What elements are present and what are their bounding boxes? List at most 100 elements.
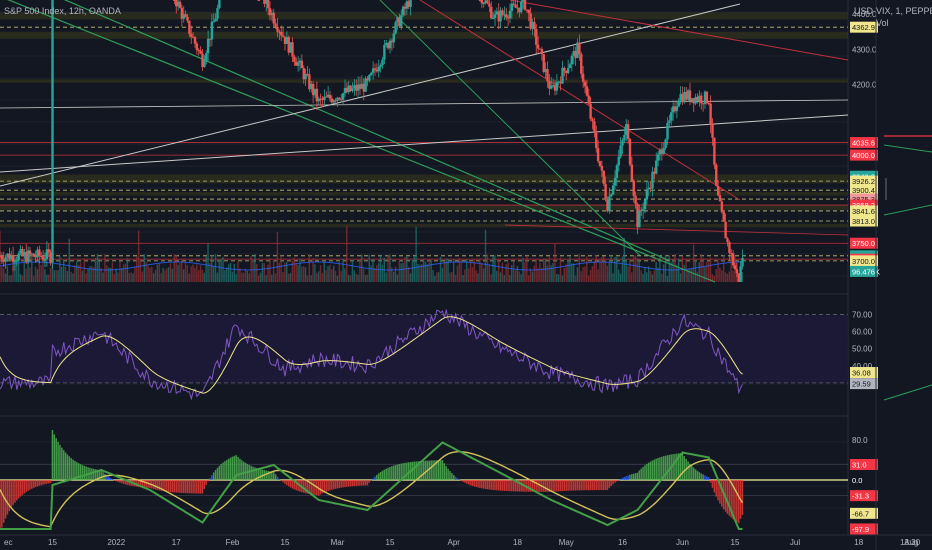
osc-histogram-bar (182, 480, 185, 494)
volume-bar (109, 268, 112, 282)
osc-histogram-bar (466, 480, 468, 484)
volume-bar (51, 264, 54, 282)
candle-body (730, 252, 733, 254)
osc-histogram-bar (593, 480, 596, 491)
volume-bar (505, 264, 507, 282)
volume-bar (424, 261, 427, 282)
volume-bar (10, 275, 12, 282)
osc-histogram-bar (634, 473, 637, 480)
candle-body (731, 253, 735, 266)
volume-bar (475, 270, 477, 282)
osc-histogram-bar (531, 480, 534, 492)
osc-histogram-bar (631, 474, 633, 480)
volume-bar (359, 258, 361, 282)
candle-body (403, 6, 407, 9)
volume-bar (527, 275, 530, 282)
osc-histogram-bar (325, 480, 327, 492)
osc-histogram-bar (136, 480, 138, 487)
volume-bar (529, 268, 532, 282)
candle-body (10, 255, 13, 260)
candle-body (371, 68, 375, 73)
osc-histogram-bar (49, 480, 52, 484)
price-tag-bg (850, 149, 878, 161)
volume-bar (531, 271, 534, 282)
symbol-title[interactable]: S&P 500 Index, 12h, OANDA (4, 6, 121, 16)
osc-histogram-bar (274, 474, 277, 480)
osc-tag: -31.3 (852, 492, 869, 501)
candle-body (315, 88, 319, 102)
candle-body (317, 98, 320, 102)
volume-bar (488, 265, 490, 282)
candle-body (696, 96, 699, 101)
volume-bar (203, 272, 205, 282)
vix-title[interactable]: VIX, 1, PEPPER (876, 6, 932, 16)
volume-bar (319, 265, 322, 282)
volume-bar (550, 265, 552, 282)
zone (0, 31, 848, 39)
volume-bar (257, 275, 260, 282)
candle-body (677, 100, 680, 107)
candle-body (480, 0, 484, 4)
price-tag-bg (850, 215, 878, 227)
volume-bar (659, 255, 661, 282)
osc-histogram-bar (70, 458, 72, 480)
volume-bar (370, 265, 372, 282)
volume-bar (336, 275, 339, 282)
candle-body (40, 255, 43, 257)
osc-histogram-bar (139, 480, 142, 488)
osc-histogram-bar (44, 480, 46, 485)
candle-body (514, 4, 517, 8)
volume-bar (595, 255, 597, 282)
osc-histogram-bar (109, 478, 112, 480)
candle-body (634, 195, 637, 204)
volume-bar (340, 270, 342, 282)
volume-bar (507, 262, 509, 282)
candle-body (533, 21, 536, 30)
osc-histogram-bar (477, 480, 479, 488)
volume-bar (254, 254, 256, 282)
osc-histogram-bar (331, 480, 333, 490)
candle-body (328, 94, 332, 99)
osc-histogram-bar (344, 480, 346, 488)
osc-histogram-bar (196, 480, 198, 494)
osc-histogram-bar (406, 462, 408, 480)
osc-histogram-bar (181, 480, 183, 493)
candle-body (563, 67, 566, 71)
osc-histogram-bar (366, 480, 369, 486)
time-axis[interactable]: ec 15 2022 17 Feb 15 Mar 15 Apr 18 May 16 Jun 15 Jul 18… (4, 538, 932, 547)
volume-bar (177, 264, 179, 282)
volume-bar (214, 254, 217, 282)
price-axis[interactable]: 4400.04300.04200.04362.94035.64000.03940… (850, 10, 880, 535)
candle-body (28, 250, 32, 255)
candle-body (651, 171, 654, 189)
osc-histogram-bar (437, 460, 440, 480)
osc-histogram-bar (539, 480, 541, 492)
trendline (504, 224, 849, 236)
osc-histogram-bar (719, 480, 721, 504)
candle-body (632, 180, 635, 196)
volume-bar (674, 254, 676, 282)
osc-histogram-bar (306, 480, 309, 494)
candle-body (673, 106, 677, 112)
volume-bar (6, 266, 9, 282)
osc-histogram-bar (241, 460, 243, 480)
candle-body (400, 15, 403, 27)
volume-bar (477, 273, 479, 282)
osc-histogram-bar (346, 480, 348, 487)
volume-bar (62, 260, 65, 282)
candle-body (520, 1, 523, 13)
osc-histogram-bar (261, 469, 264, 480)
volume-bar (49, 267, 52, 282)
osc-histogram-bar (98, 469, 101, 480)
osc-histogram-bar (167, 480, 170, 492)
volume-bar (57, 270, 59, 282)
rsi-signal-line (0, 316, 743, 394)
volume-bar (164, 270, 166, 282)
osc-histogram-bar (411, 461, 414, 480)
osc-histogram-bar (23, 480, 26, 494)
osc-histogram-bar (25, 480, 27, 493)
volume-bar (124, 263, 127, 282)
osc-histogram-bar (175, 480, 177, 493)
rsi-line (0, 309, 743, 401)
